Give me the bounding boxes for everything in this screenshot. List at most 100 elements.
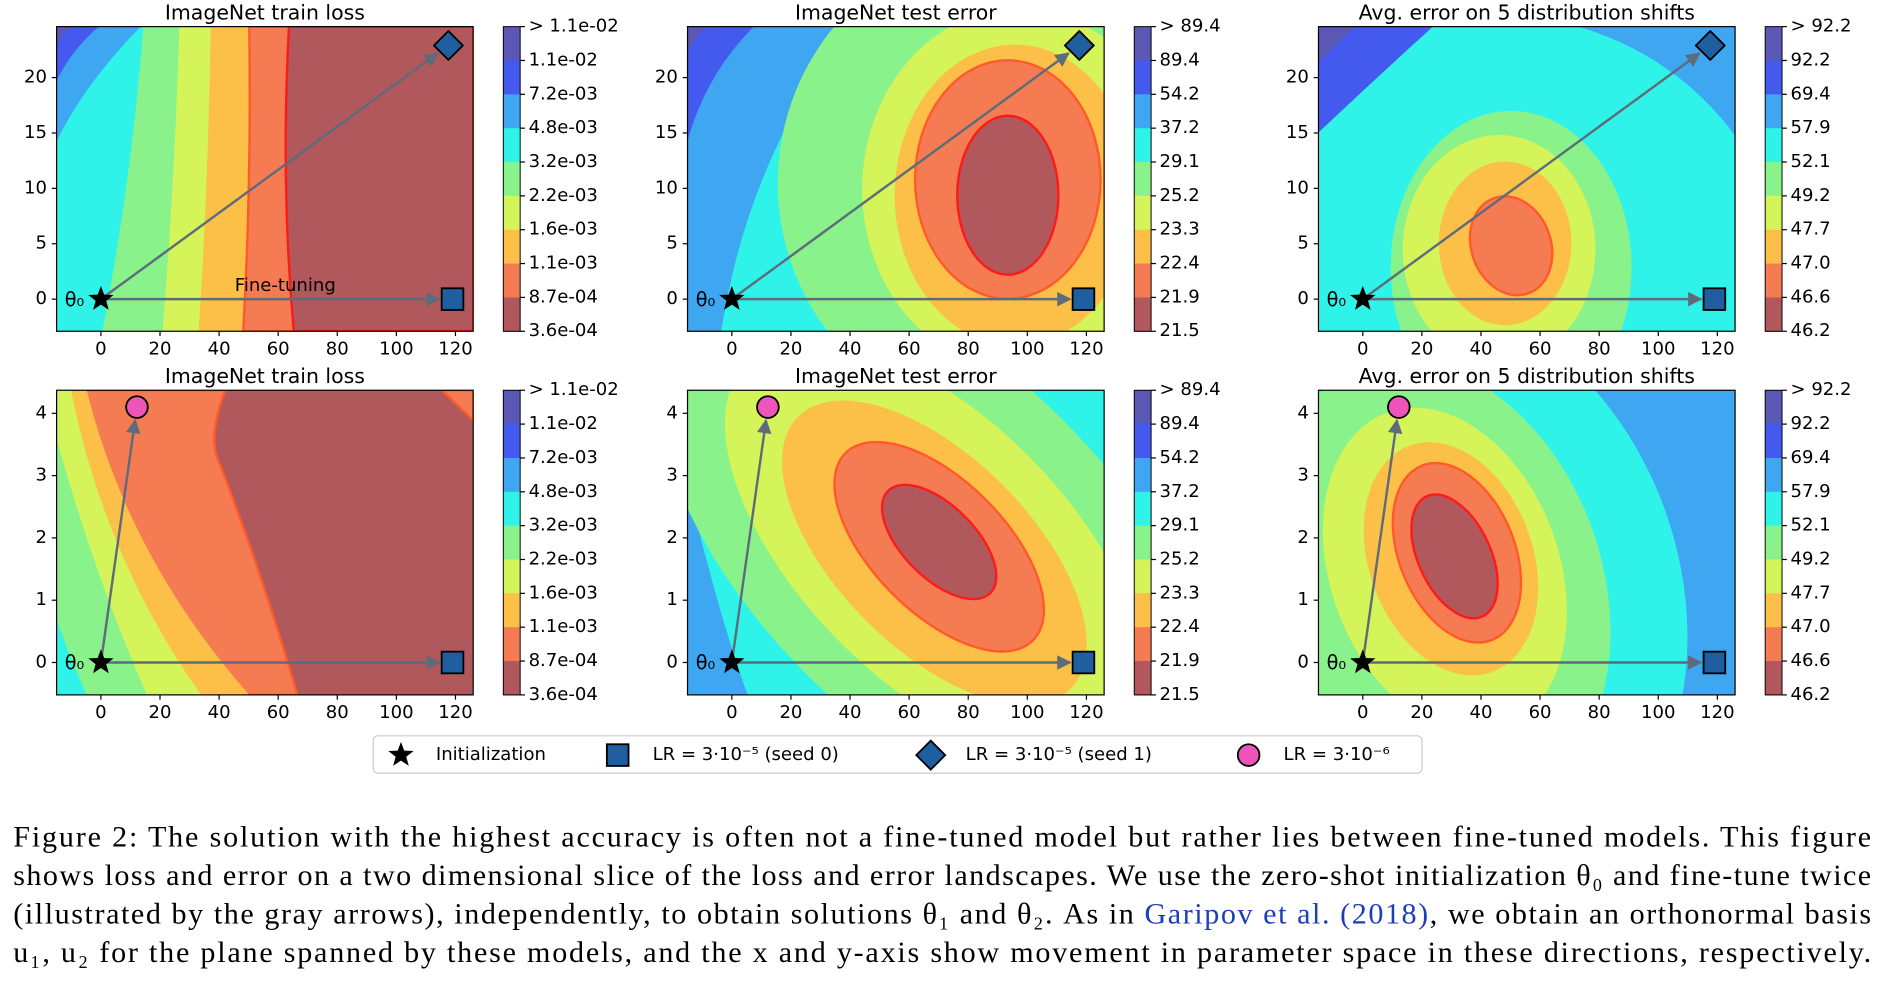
x-tick-label: 0 (95, 702, 106, 723)
colorbar-label: 22.4 (1160, 253, 1200, 274)
colorbar-label: 89.4 (1160, 49, 1200, 70)
colorbar-band (1765, 297, 1783, 332)
colorbar-band (1765, 559, 1783, 594)
colorbar-label: 29.1 (1160, 515, 1200, 536)
marker-square (440, 650, 465, 675)
y-tick-label: 15 (24, 122, 47, 143)
marker-star (1350, 285, 1376, 310)
x-tick-label: 120 (1700, 338, 1734, 359)
colorbar-frame (502, 26, 521, 332)
colorbar-band (1765, 457, 1783, 493)
legend-label: LR = 3·10⁻⁶ (1284, 744, 1390, 765)
x-tick-label: 80 (957, 702, 980, 723)
y-tick-label: 2 (666, 527, 677, 548)
legend-marker (1236, 743, 1261, 767)
colorbar-band (503, 390, 521, 425)
y-tick-label: 5 (666, 233, 677, 254)
x-tick-label: 120 (438, 338, 472, 359)
colorbar-frame (502, 389, 521, 696)
y-tick-label: 20 (655, 67, 678, 88)
colorbar-label: > 89.4 (1160, 379, 1221, 400)
x-tick-label: 100 (379, 338, 413, 359)
x-tick-label: 20 (1410, 702, 1433, 723)
y-tick-label: 4 (666, 402, 677, 423)
colorbar-label: 2.2e-03 (529, 548, 598, 569)
colorbar-label: 29.1 (1160, 151, 1200, 172)
colorbar-band (1134, 263, 1152, 299)
colorbar-band (503, 525, 521, 561)
contour-group (56, 390, 474, 695)
colorbar-band (1765, 60, 1783, 95)
colorbar-band (1134, 627, 1152, 662)
colorbar-label: 92.2 (1790, 413, 1830, 434)
legend-label: LR = 3·10⁻⁵ (seed 0) (653, 744, 839, 765)
contour-region (56, 438, 147, 695)
colorbar-label: 69.4 (1790, 83, 1830, 104)
colorbar-band (1134, 229, 1152, 265)
colorbar-label: 8.7e-04 (529, 286, 598, 307)
contour-region (956, 114, 1060, 276)
colorbar-band (1765, 661, 1783, 696)
colorbar-band (503, 559, 521, 594)
y-tick-label: 1 (35, 589, 46, 610)
x-tick-label: 80 (1588, 338, 1611, 359)
contour-region (56, 619, 87, 695)
marker-star (1350, 649, 1376, 674)
colorbar-label: 49.2 (1790, 185, 1830, 206)
colorbar-band (503, 263, 521, 299)
annotation: Fine-tuning (235, 275, 336, 296)
colorbar-label: 3.6e-04 (529, 320, 598, 341)
colorbar-band (1134, 390, 1152, 425)
marker-star (719, 649, 745, 674)
x-tick-label: 20 (149, 338, 172, 359)
plot-frame (55, 389, 474, 696)
y-tick-label: 0 (1297, 651, 1308, 672)
contour-region (880, 483, 998, 601)
colorbar-label: 46.2 (1790, 684, 1830, 705)
colorbar-label: 47.7 (1790, 219, 1830, 240)
colorbar-label: 46.2 (1790, 320, 1830, 341)
x-tick-label: 20 (779, 702, 802, 723)
y-tick-label: 3 (1297, 465, 1308, 486)
y-tick-label: 10 (24, 177, 47, 198)
colorbar-label: 3.6e-04 (529, 684, 598, 705)
x-tick-label: 0 (726, 338, 737, 359)
colorbar-label: 52.1 (1790, 515, 1830, 536)
marker-diamond (432, 29, 465, 62)
start-label: θ₀ (696, 651, 716, 674)
colorbar-band (503, 491, 521, 527)
marker-circle (1387, 395, 1411, 419)
legend-marker (388, 741, 414, 766)
colorbar-band (503, 661, 521, 696)
x-tick-label: 60 (267, 338, 290, 359)
colorbar-label: 1.6e-03 (529, 219, 598, 240)
colorbar-label: > 1.1e-02 (529, 379, 619, 400)
colorbar-label: 1.1e-03 (529, 616, 598, 637)
start-label: θ₀ (1327, 288, 1347, 311)
caption-text: Garipov et al. (2018) (1144, 896, 1428, 930)
colorbar-label: 4.8e-03 (529, 117, 598, 138)
arrow (731, 52, 1070, 301)
x-tick-label: 40 (208, 702, 231, 723)
x-tick-label: 20 (779, 338, 802, 359)
colorbar-label: 25.2 (1160, 185, 1200, 206)
colorbar-band (503, 128, 521, 163)
colorbar-band (1134, 128, 1152, 163)
colorbar-band (503, 297, 521, 332)
x-tick-label: 80 (326, 702, 349, 723)
contour-fill (687, 390, 1105, 695)
marker-star (719, 285, 745, 310)
legend-label: LR = 3·10⁻⁵ (seed 1) (966, 744, 1152, 765)
y-tick-label: 3 (666, 465, 677, 486)
panel-title: Avg. error on 5 distribution shifts (1359, 0, 1695, 24)
legend-label: Initialization (436, 744, 546, 765)
colorbar-band (503, 424, 521, 459)
colorbar-band (1134, 195, 1152, 231)
panel-title: Avg. error on 5 distribution shifts (1359, 364, 1695, 388)
caption-text: u₁, u₂ for the plane spanned by these mo… (13, 935, 1871, 969)
marker-square (1071, 287, 1096, 311)
colorbar-label: 37.2 (1160, 117, 1200, 138)
colorbar-band (1134, 297, 1152, 332)
colorbar-label: 7.2e-03 (529, 447, 598, 468)
marker-diamond (1063, 29, 1096, 62)
